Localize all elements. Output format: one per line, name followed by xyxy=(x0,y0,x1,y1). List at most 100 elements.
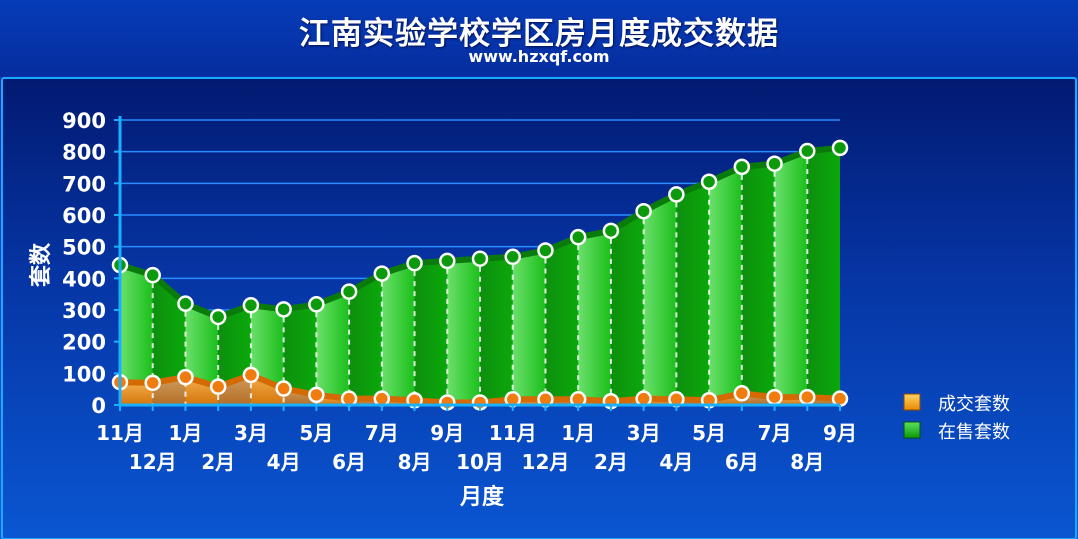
x-tick-label: 11月 xyxy=(96,421,144,445)
listings-point xyxy=(733,158,751,176)
listings-area-segment xyxy=(316,291,350,399)
listings-area-segment xyxy=(610,211,644,402)
y-tick-label: 300 xyxy=(62,299,106,323)
x-tick-label: 4月 xyxy=(659,450,693,474)
listings-point xyxy=(439,252,456,270)
listings-area-segment xyxy=(807,147,840,399)
listings-area-segment xyxy=(741,163,775,398)
listings-area-segment xyxy=(381,263,415,401)
deals-area-segment xyxy=(218,374,251,405)
x-tick-label: 6月 xyxy=(725,450,759,474)
header: 江南实验学校学区房月度成交数据 www.hzxqf.com xyxy=(0,0,1078,76)
x-tick-label: 12月 xyxy=(129,450,177,474)
listings-area-segment xyxy=(414,260,448,403)
legend-label-deals: 成交套数 xyxy=(938,394,1010,415)
listings-point xyxy=(537,242,554,259)
y-tick-label: 500 xyxy=(62,236,106,260)
deals-point xyxy=(177,368,194,386)
deals-point xyxy=(275,380,292,397)
x-tick-label: 1月 xyxy=(561,421,595,445)
listings-point xyxy=(504,248,521,266)
listings-area-segment xyxy=(643,194,677,400)
listings-point xyxy=(668,186,685,203)
listings-area-segment xyxy=(283,304,317,395)
y-axis-label: 套数 xyxy=(28,242,54,287)
listings-area-segment xyxy=(676,181,710,401)
y-tick-label: 200 xyxy=(62,331,106,355)
legend-label-listings: 在售套数 xyxy=(938,422,1010,443)
deals-area-segment xyxy=(185,377,219,405)
deals-point xyxy=(242,366,260,384)
x-tick-label: 8月 xyxy=(790,450,824,474)
deals-point xyxy=(733,385,751,402)
listings-area-segment xyxy=(709,166,742,401)
x-tick-label: 6月 xyxy=(332,450,366,474)
chart-title: 江南实验学校学区房月度成交数据 xyxy=(299,16,779,52)
deals-point xyxy=(766,388,783,406)
x-tick-label: 10月 xyxy=(456,450,504,474)
x-tick-label: 5月 xyxy=(692,421,726,445)
listings-area-segment xyxy=(578,230,611,402)
listings-point xyxy=(799,142,816,160)
x-tick-label: 7月 xyxy=(365,421,399,445)
legend: 成交套数 在售套数 xyxy=(903,393,1010,443)
listings-point xyxy=(144,266,161,284)
listings-area-segment xyxy=(349,273,382,399)
listings-area-segment xyxy=(774,151,808,398)
listings-point xyxy=(177,295,194,312)
x-tick-label: 9月 xyxy=(823,421,857,445)
x-tick-label: 5月 xyxy=(299,421,333,445)
x-tick-label: 1月 xyxy=(168,421,202,445)
chart-subtitle: www.hzxqf.com xyxy=(468,47,610,66)
x-tick-label: 9月 xyxy=(430,421,464,445)
legend-swatch-listings xyxy=(903,421,921,439)
listings-point xyxy=(569,228,587,246)
x-axis-label: 月度 xyxy=(459,484,505,510)
x-tick-label: 2月 xyxy=(594,450,628,474)
listings-point xyxy=(209,308,227,326)
listings-point xyxy=(242,297,260,314)
legend-swatch-deals xyxy=(903,393,921,411)
listings-area-segment xyxy=(218,305,251,387)
deals-point xyxy=(799,388,816,406)
listings-area-segment xyxy=(185,303,219,387)
y-tick-label: 600 xyxy=(62,204,106,228)
y-tick-label: 900 xyxy=(62,109,106,133)
deals-point xyxy=(209,378,227,395)
listings-point xyxy=(275,301,292,318)
x-tick-label: 4月 xyxy=(267,450,301,474)
listings-point xyxy=(766,155,783,172)
y-tick-label: 100 xyxy=(62,362,106,386)
listings-area-segment xyxy=(447,258,480,403)
listings-area-segment xyxy=(512,250,546,400)
listings-point xyxy=(471,250,489,267)
listings-area-segment xyxy=(152,275,186,383)
listings-area-segment xyxy=(545,237,579,400)
listings-point xyxy=(308,296,325,313)
deals-point xyxy=(144,374,161,392)
listings-area-segment xyxy=(480,256,513,403)
listings-point xyxy=(700,173,718,190)
listings-point xyxy=(373,265,391,282)
listings-area-segment xyxy=(250,305,284,389)
listings-point xyxy=(406,254,423,272)
listings-point xyxy=(340,283,358,300)
y-tick-label: 400 xyxy=(62,267,106,291)
deals-area-segment xyxy=(120,382,153,405)
listings-point xyxy=(602,222,620,240)
listings-area-segment xyxy=(120,265,153,383)
listings-point xyxy=(831,139,849,157)
x-tick-label: 11月 xyxy=(489,421,537,445)
x-tick-label: 8月 xyxy=(398,450,432,474)
x-tick-label: 3月 xyxy=(627,421,661,445)
y-tick-label: 0 xyxy=(91,394,106,418)
listings-point xyxy=(635,202,652,220)
x-tick-label: 7月 xyxy=(758,421,792,445)
x-tick-label: 2月 xyxy=(201,450,235,474)
deals-area-segment xyxy=(250,374,284,405)
x-tick-label: 3月 xyxy=(234,421,268,445)
y-tick-label: 800 xyxy=(62,141,106,165)
y-tick-label: 700 xyxy=(62,172,106,196)
